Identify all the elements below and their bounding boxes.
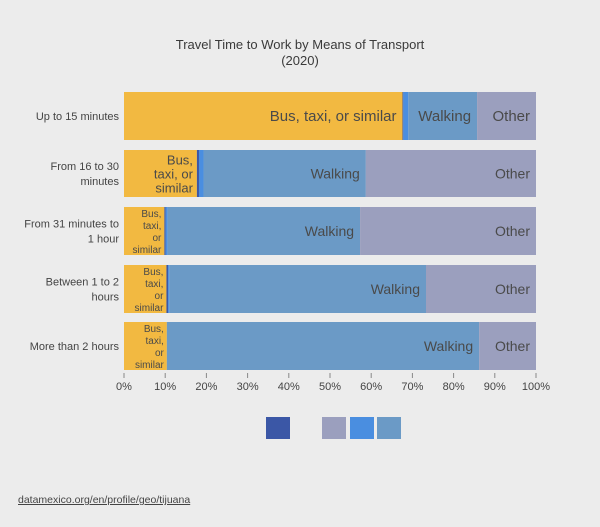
x-tick-label: 30% [237, 381, 259, 393]
bar-label-bus: taxi, [146, 336, 164, 347]
bar-label-other: Other [495, 281, 530, 297]
bar-segment [426, 265, 536, 313]
chart-title: Travel Time to Work by Means of Transpor… [175, 37, 425, 52]
bar-segment [477, 92, 536, 140]
bar-segment [168, 265, 170, 313]
bar-label-bus: Bus, [141, 209, 161, 220]
bar-segment [203, 150, 366, 197]
bar-segment [165, 207, 168, 255]
bar-label-bus: Bus, [167, 153, 193, 168]
bar-segment [124, 150, 197, 197]
bar-segment [167, 207, 361, 255]
bar-segment [402, 92, 404, 140]
bar-label-bus: taxi, [145, 279, 163, 290]
x-tick-label: 10% [154, 381, 176, 393]
bar-segment [124, 322, 167, 370]
x-tick-label: 60% [360, 381, 382, 393]
source-link[interactable]: datamexico.org/en/profile/geo/tijuana [18, 494, 191, 506]
bar-segment [198, 150, 204, 197]
legend-swatch [322, 417, 346, 439]
category-label: minutes [80, 176, 119, 188]
legend-swatch [350, 417, 374, 439]
bar-segment [164, 207, 166, 255]
bar-segment [360, 207, 536, 255]
bar-label-other: Other [495, 223, 530, 239]
category-label: From 31 minutes to [24, 219, 119, 231]
bar-label-other: Other [495, 338, 530, 354]
x-tick-label: 90% [484, 381, 506, 393]
bar-label-walking: Walking [418, 108, 471, 125]
bar-label-other: Other [492, 108, 530, 125]
bar-label-walking: Walking [305, 223, 354, 239]
chart-subtitle: (2020) [281, 53, 319, 68]
bar-segment [169, 265, 426, 313]
category-label: From 16 to 30 [51, 161, 119, 173]
x-tick-label: 50% [319, 381, 341, 393]
bar-label-bus: similar [135, 303, 165, 314]
bar-label-bus: similar [155, 181, 193, 196]
x-tick-label: 70% [401, 381, 423, 393]
category-label: hours [91, 292, 119, 304]
bar-segment [124, 92, 403, 140]
bar-label-other: Other [495, 166, 530, 182]
bar-segment [196, 150, 199, 197]
bar-segment [124, 265, 167, 313]
legend-swatch [377, 417, 401, 439]
bar-label-bus: similar [135, 360, 165, 371]
bar-label-walking: Walking [424, 338, 473, 354]
bar-label-bus: taxi, [143, 221, 161, 232]
category-label: Up to 15 minutes [36, 111, 120, 123]
bar-label-bus: or [152, 233, 162, 244]
x-tick-label: 80% [443, 381, 465, 393]
bar-segment [124, 207, 165, 255]
category-label: More than 2 hours [30, 341, 120, 353]
category-label: Between 1 to 2 [46, 277, 119, 289]
bar-label-bus: or [155, 348, 165, 359]
bar-segment [403, 92, 409, 140]
legend-swatch [266, 417, 290, 439]
bar-label-bus: similar [132, 245, 162, 256]
bar-segment [166, 322, 480, 370]
x-tick-label: 40% [278, 381, 300, 393]
bar-label-bus: Bus, [144, 324, 164, 335]
bar-label-bus: or [155, 291, 165, 302]
x-tick-label: 20% [195, 381, 217, 393]
bar-segment [166, 265, 169, 313]
bar-label-bus: Bus, [143, 267, 163, 278]
x-tick-label: 100% [522, 381, 550, 393]
category-label: 1 hour [88, 234, 120, 246]
bar-segment [479, 322, 536, 370]
bar-label-walking: Walking [371, 281, 420, 297]
bar-label-bus: Bus, taxi, or similar [270, 108, 397, 125]
bar-segment [408, 92, 478, 140]
bar-label-bus: taxi, or [154, 167, 194, 182]
x-tick-label: 0% [116, 381, 132, 393]
bar-segment [365, 150, 536, 197]
bar-label-walking: Walking [311, 166, 360, 182]
